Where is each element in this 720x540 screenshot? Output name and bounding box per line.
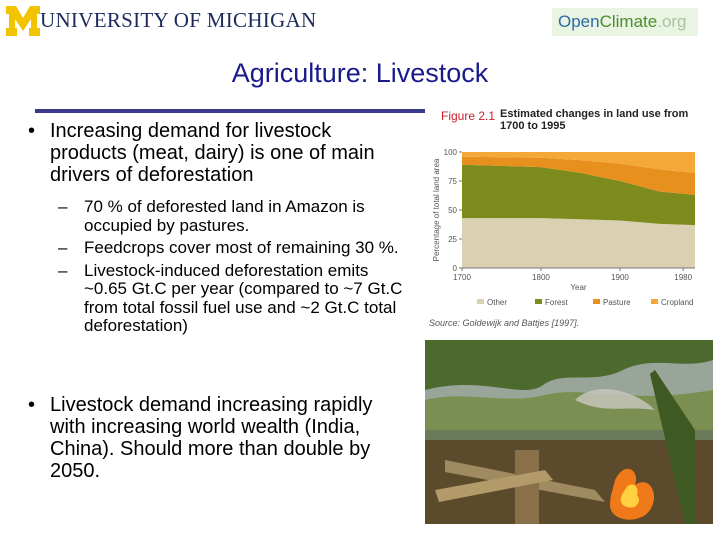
figure-source: Source: Goldewijk and Battjes [1997].: [429, 318, 579, 328]
legend-swatch: [651, 299, 658, 304]
area: [462, 152, 695, 173]
logo-text: .org: [657, 12, 687, 31]
figure: Figure 2.1 Estimated changes in land use…: [425, 106, 713, 332]
figure-label: Figure 2.1: [441, 109, 496, 123]
michigan-m-logo: [6, 6, 40, 36]
logo-text: Climate: [599, 12, 658, 31]
sub-bullet: Feedcrops cover most of remaining 30 %.: [28, 238, 413, 258]
logo-text: Open: [558, 12, 600, 31]
legend-swatch: [535, 299, 542, 304]
y-tick-label: 100: [444, 148, 458, 157]
y-tick-label: 75: [448, 177, 457, 186]
legend-label: Forest: [545, 298, 568, 307]
legend-label: Other: [487, 298, 507, 307]
legend-label: Cropland: [661, 298, 693, 307]
y-axis-label: Percentage of total land area: [432, 158, 441, 261]
area: [462, 156, 695, 195]
x-tick-label: 1800: [532, 273, 550, 282]
openclimate-logo: OpenClimate.org: [552, 8, 698, 36]
x-tick-label: 1900: [611, 273, 629, 282]
y-tick-label: 25: [448, 235, 457, 244]
slide-title: Agriculture: Livestock: [231, 58, 489, 88]
chart: Other Forest Pasture Cropland 0 25 50 75 100 1700…: [429, 148, 695, 328]
legend-swatch: [477, 299, 484, 304]
y-tick-label: 0: [453, 264, 458, 273]
area: [462, 218, 695, 268]
area: [462, 164, 695, 226]
x-tick-label: 1700: [453, 273, 471, 282]
bullet: Livestock demand increasing rapidly with…: [28, 394, 413, 482]
university-name: UNIVERSITY OF MICHIGAN: [40, 8, 317, 32]
x-tick-label: 1980: [674, 273, 692, 282]
legend-swatch: [593, 299, 600, 304]
bullet-list: Increasing demand for livestock products…: [28, 120, 413, 482]
deforestation-photo: [425, 340, 713, 524]
title-rule: [35, 109, 425, 113]
sub-bullet: 70 % of deforested land in Amazon is occ…: [28, 197, 413, 235]
figure-title: Estimated changes in land use from 1700 …: [500, 108, 689, 132]
bullet: Increasing demand for livestock products…: [28, 120, 413, 186]
legend-label: Pasture: [603, 298, 631, 307]
x-axis-label: Year: [570, 283, 587, 292]
y-tick-label: 50: [448, 206, 457, 215]
sub-bullet: Livestock-induced deforestation emits ~0…: [28, 261, 413, 336]
